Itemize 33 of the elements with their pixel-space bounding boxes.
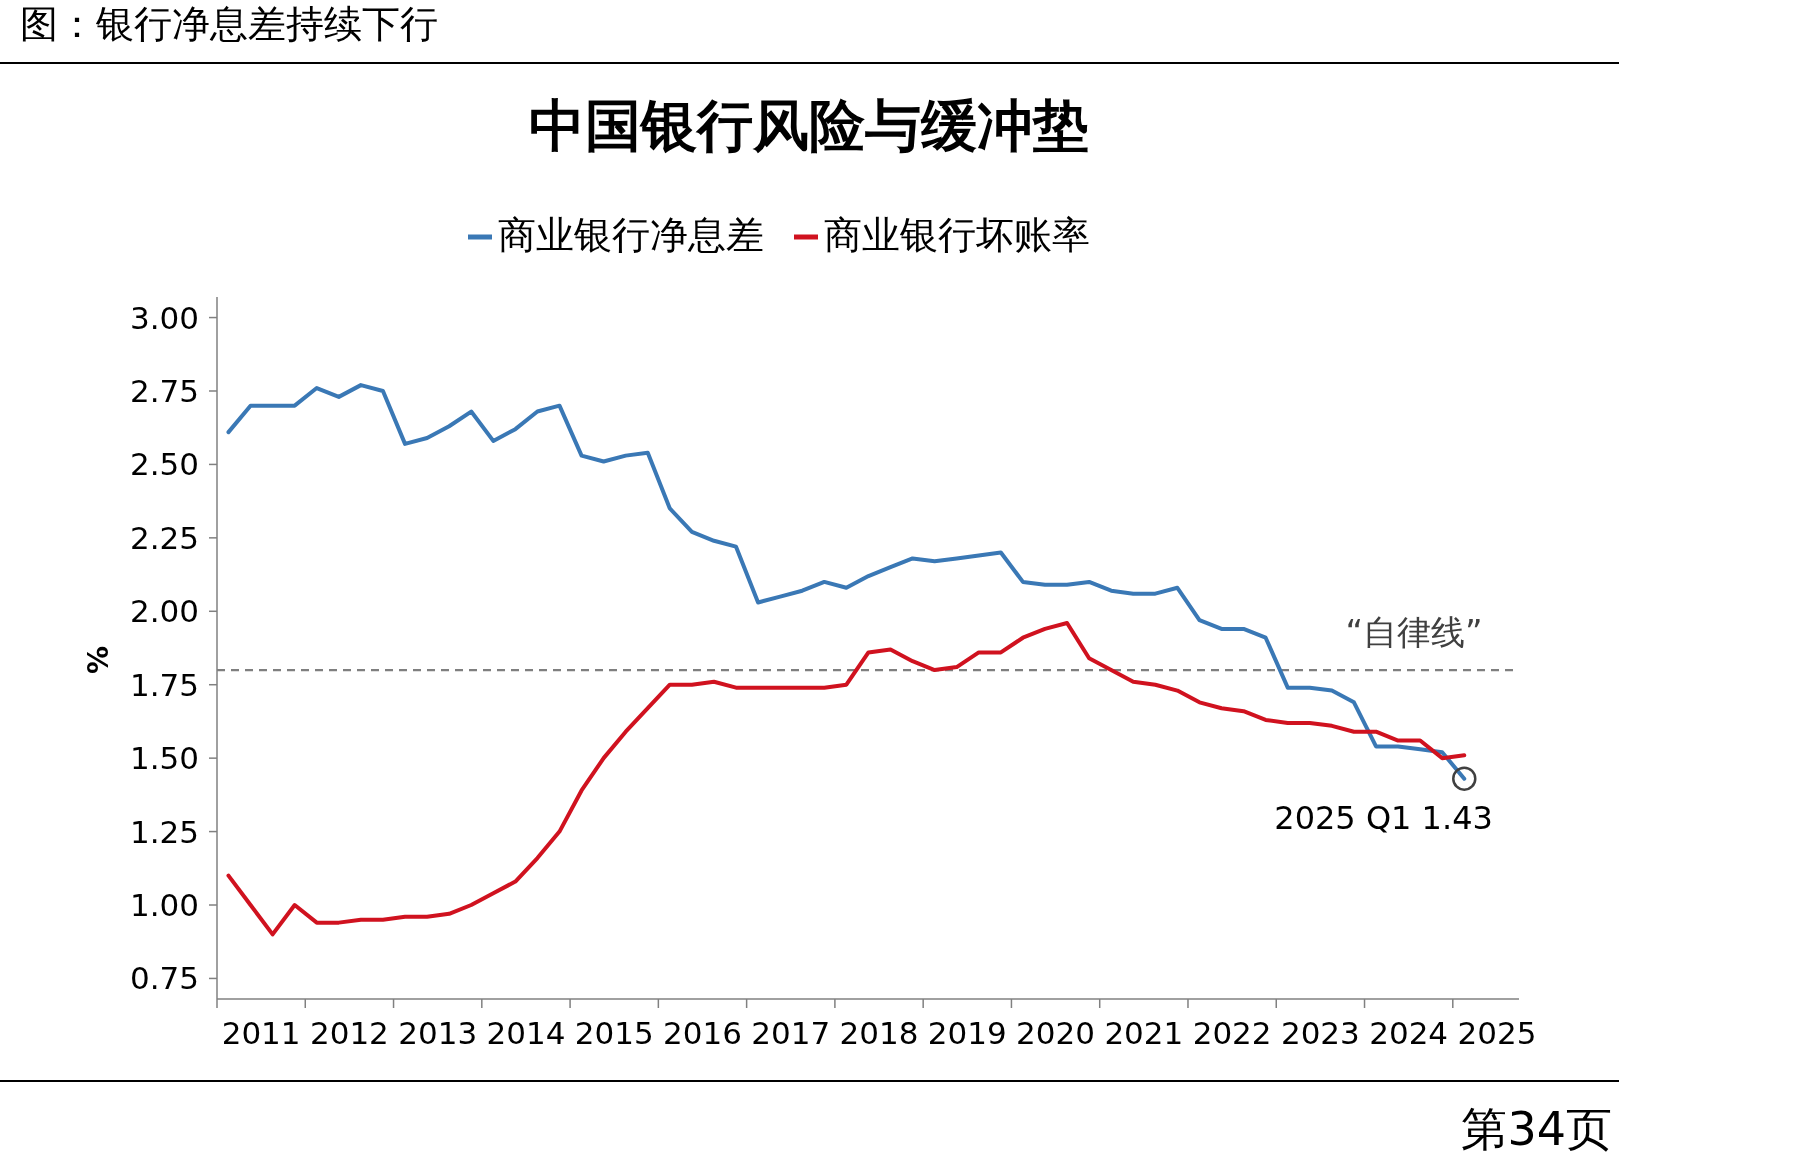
y-tick-label: 0.75 bbox=[129, 960, 199, 997]
x-tick-label: 2025 bbox=[1457, 1015, 1537, 1051]
x-tick-label: 2011 bbox=[221, 1015, 301, 1051]
y-tick-label: 2.25 bbox=[129, 519, 199, 556]
x-tick-label: 2024 bbox=[1369, 1015, 1449, 1051]
text: 第34页 bbox=[1461, 1102, 1612, 1154]
x-tick-label: 2014 bbox=[486, 1015, 566, 1051]
x-tick-label: 2021 bbox=[1104, 1015, 1184, 1051]
x-tick-label: 2023 bbox=[1280, 1015, 1360, 1051]
x-tick-label: 2012 bbox=[309, 1015, 389, 1051]
ref-line-label: “自律线” bbox=[1345, 612, 1483, 653]
x-tick-label: 2020 bbox=[1016, 1015, 1096, 1051]
x-tick-label: 2022 bbox=[1192, 1015, 1272, 1051]
x-tick-label: 2013 bbox=[398, 1015, 478, 1051]
y-tick-label: 2.00 bbox=[129, 593, 199, 630]
y-tick-label: 2.75 bbox=[129, 372, 199, 409]
y-tick-label: 3.00 bbox=[129, 299, 199, 336]
y-tick-label: 2.50 bbox=[129, 446, 199, 483]
y-tick-label: 1.25 bbox=[129, 813, 199, 850]
legend-label: 商业银行坏账率 bbox=[824, 213, 1090, 257]
legend-label: 商业银行净息差 bbox=[498, 213, 764, 257]
chart-title: 中国银行风险与缓冲垫 bbox=[529, 93, 1089, 158]
annotation: 2025 Q1 1.43 bbox=[1274, 798, 1493, 837]
text: 图：银行净息差持续下行 bbox=[20, 2, 438, 46]
y-tick-label: 1.75 bbox=[129, 666, 199, 703]
y-axis-title: % bbox=[82, 645, 115, 675]
y-tick-label: 1.00 bbox=[129, 887, 199, 924]
x-tick-label: 2015 bbox=[574, 1015, 654, 1051]
x-tick-label: 2018 bbox=[839, 1015, 919, 1051]
x-tick-label: 2016 bbox=[663, 1015, 742, 1051]
x-tick-label: 2017 bbox=[751, 1015, 831, 1051]
y-tick-label: 1.50 bbox=[129, 740, 199, 777]
x-tick-label: 2019 bbox=[927, 1015, 1007, 1051]
